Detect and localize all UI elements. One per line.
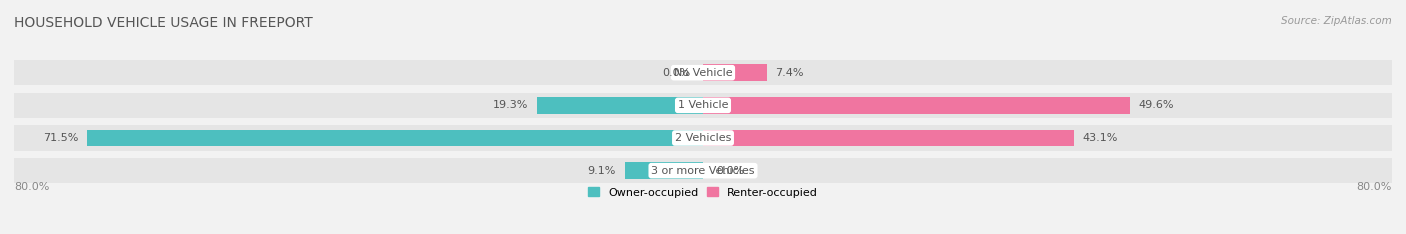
Text: 19.3%: 19.3% <box>494 100 529 110</box>
Bar <box>14 93 1392 118</box>
Bar <box>14 125 1392 151</box>
Legend: Owner-occupied, Renter-occupied: Owner-occupied, Renter-occupied <box>588 187 818 197</box>
Bar <box>87 129 703 146</box>
Text: 80.0%: 80.0% <box>14 182 49 192</box>
Text: HOUSEHOLD VEHICLE USAGE IN FREEPORT: HOUSEHOLD VEHICLE USAGE IN FREEPORT <box>14 16 312 30</box>
Bar <box>703 64 766 81</box>
Text: 43.1%: 43.1% <box>1083 133 1118 143</box>
Text: 0.0%: 0.0% <box>662 68 690 78</box>
Text: 3 or more Vehicles: 3 or more Vehicles <box>651 166 755 176</box>
Bar <box>624 162 703 179</box>
Text: 71.5%: 71.5% <box>44 133 79 143</box>
Text: Source: ZipAtlas.com: Source: ZipAtlas.com <box>1281 16 1392 26</box>
Bar <box>537 97 703 114</box>
Bar <box>14 60 1392 85</box>
Text: No Vehicle: No Vehicle <box>673 68 733 78</box>
Text: 1 Vehicle: 1 Vehicle <box>678 100 728 110</box>
Text: 2 Vehicles: 2 Vehicles <box>675 133 731 143</box>
Bar <box>14 158 1392 183</box>
Text: 9.1%: 9.1% <box>588 166 616 176</box>
Bar <box>703 129 1074 146</box>
Text: 7.4%: 7.4% <box>775 68 804 78</box>
Text: 0.0%: 0.0% <box>716 166 744 176</box>
Text: 80.0%: 80.0% <box>1357 182 1392 192</box>
Text: 49.6%: 49.6% <box>1139 100 1174 110</box>
Bar <box>703 97 1130 114</box>
